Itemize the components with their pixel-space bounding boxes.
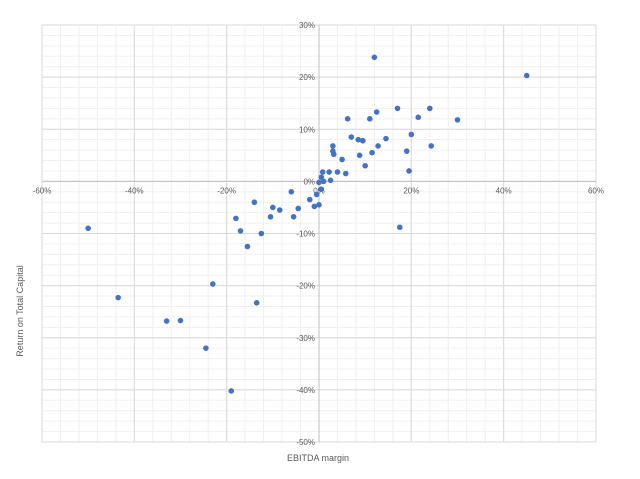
y-tick-label: 0% [303,177,315,186]
data-point [306,196,313,203]
data-point [295,205,302,212]
data-point [342,170,349,177]
data-point [383,135,389,142]
x-tick-label: 20% [403,186,419,195]
x-tick-label: 40% [496,186,512,195]
x-tick-label: -60% [33,186,52,195]
data-point [339,156,345,163]
data-point [288,189,295,195]
data-point [355,136,362,143]
x-tick-labels: -60% -40% -20% 0% 20% 40% 60% [33,186,604,195]
data-point [375,143,381,149]
data-point [415,114,422,121]
y-tick-label: 30% [299,21,315,30]
data-point [344,116,351,122]
data-points [85,54,530,394]
x-tick-label: -20% [217,186,236,195]
data-point [428,143,434,149]
data-point [253,300,260,306]
data-point [237,228,244,234]
data-point [371,54,378,61]
data-point [396,224,403,231]
x-tick-label: 0% [313,186,325,195]
data-point [394,105,401,112]
data-point [251,199,258,206]
data-point [177,317,184,324]
data-point [318,186,325,192]
data-point [290,214,297,220]
x-tick-label: 60% [588,186,604,195]
y-tick-label: -50% [296,438,315,447]
data-point [318,174,325,181]
data-point [373,109,380,115]
data-point [369,149,375,156]
data-point [270,204,276,211]
y-tick-label: 10% [299,125,315,134]
x-tick-label: -40% [125,186,144,195]
data-point [348,134,355,140]
data-point [313,191,320,198]
data-point [85,225,91,232]
data-point [403,148,410,154]
data-point [330,143,336,149]
data-point [267,214,274,220]
data-point [454,117,461,123]
data-point [115,294,121,301]
y-axis-title: Return on Total Capital [15,265,25,356]
data-point [319,169,326,175]
data-point [203,345,209,351]
y-tick-label: -20% [296,282,315,291]
data-point [316,179,322,186]
data-point [366,116,373,122]
y-tick-labels: 30% 20% 10% 0% -10% -20% -30% -40% -50% [296,21,315,447]
data-point [360,137,366,144]
data-point [320,178,327,185]
data-point [406,168,412,174]
data-point [258,230,265,237]
data-point [326,169,332,175]
data-point [228,388,235,394]
data-point [276,207,283,213]
data-point [311,203,318,210]
y-tick-label: -40% [296,386,315,395]
data-point [523,72,530,79]
data-point [210,281,216,287]
data-point [163,318,170,324]
data-point [316,202,322,208]
y-tick-label: -30% [296,334,315,343]
data-point [233,215,239,222]
y-tick-label: -10% [296,230,315,239]
data-point [330,151,337,158]
data-point [356,152,363,159]
data-point [244,243,251,250]
data-point [427,105,433,112]
x-axis-title: EBITDA margin [287,453,349,463]
data-point [362,162,368,169]
data-point [327,177,334,184]
data-point [334,169,341,175]
y-tick-label: 20% [299,73,315,82]
data-point [408,131,415,138]
